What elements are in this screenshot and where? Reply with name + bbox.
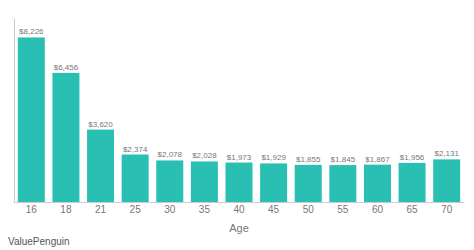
x-tick-label: 50 <box>303 204 315 215</box>
data-label: $1,956 <box>400 153 425 162</box>
x-tick-label: 65 <box>407 204 419 215</box>
x-tick: 30 <box>164 204 176 215</box>
data-label: $2,028 <box>192 151 217 160</box>
x-tick: 35 <box>199 204 211 215</box>
data-label: $1,855 <box>296 155 321 164</box>
x-tick: 40 <box>233 204 245 215</box>
watermark: ValuePenguin <box>8 236 70 247</box>
x-axis-label: Age <box>229 222 249 234</box>
data-label: $8,226 <box>19 27 44 36</box>
plot: 16 18 21 25 30 35 40 45 50 55 60 65 70 $8,226 $6,456 $3… <box>15 19 465 216</box>
x-tick-label: 16 <box>26 204 38 215</box>
x-tick-label: 30 <box>164 204 176 215</box>
x-tick-label: 70 <box>441 204 453 215</box>
x-tick: 70 <box>441 204 453 215</box>
x-tick-label: 35 <box>199 204 211 215</box>
x-tick-label: 18 <box>60 204 72 215</box>
data-label: $3,620 <box>88 120 113 129</box>
background <box>0 0 474 250</box>
bar <box>87 130 114 202</box>
data-label: $2,131 <box>434 149 459 158</box>
data-label: $1,845 <box>331 155 356 164</box>
bar <box>18 37 45 202</box>
chart: 16 18 21 25 30 35 40 45 50 55 60 65 70 $8,226 $6,456 $3… <box>0 0 474 250</box>
data-label: $1,929 <box>261 153 286 162</box>
data-labels: $8,226 $6,456 $3,620 $2,374 $2,078 $2,028 $1,9… <box>19 27 459 164</box>
x-tick: 60 <box>372 204 384 215</box>
x-tick: 50 <box>303 204 315 215</box>
x-axis-line <box>15 202 465 203</box>
x-tick: 65 <box>407 204 419 215</box>
data-label: $6,456 <box>54 63 79 72</box>
x-tick: 21 <box>95 204 107 215</box>
x-tick-label: 55 <box>337 204 349 215</box>
bar <box>433 159 460 202</box>
x-tick: 25 <box>130 204 142 215</box>
data-label: $2,374 <box>123 145 148 154</box>
bars <box>18 37 460 202</box>
bar <box>122 155 149 202</box>
x-tick: 55 <box>337 204 349 215</box>
x-tick-label: 40 <box>233 204 245 215</box>
bar <box>156 160 183 202</box>
x-tick-label: 45 <box>268 204 280 215</box>
x-axis: 16 18 21 25 30 35 40 45 50 55 60 65 70 <box>15 203 465 216</box>
bar <box>226 163 253 202</box>
bar <box>329 165 356 202</box>
x-tick-label: 21 <box>95 204 107 215</box>
bar <box>295 165 322 202</box>
x-tick-label: 60 <box>372 204 384 215</box>
bar <box>52 73 79 202</box>
y-axis <box>14 19 15 203</box>
bar <box>364 165 391 202</box>
data-label: $2,078 <box>158 150 183 159</box>
x-tick: 16 <box>26 204 38 215</box>
x-tick: 18 <box>60 204 72 215</box>
bar <box>260 163 287 202</box>
data-label: $1,973 <box>227 153 252 162</box>
bar <box>399 163 426 202</box>
data-label: $1,867 <box>365 155 390 164</box>
y-axis-line <box>14 19 15 203</box>
bar <box>191 161 218 202</box>
x-tick: 45 <box>268 204 280 215</box>
x-tick-label: 25 <box>130 204 142 215</box>
